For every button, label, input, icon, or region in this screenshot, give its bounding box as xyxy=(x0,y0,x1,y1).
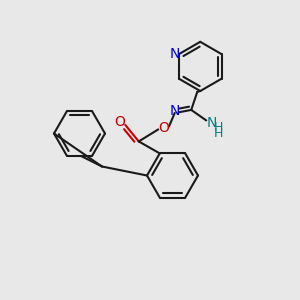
Text: H: H xyxy=(214,128,223,140)
Text: O: O xyxy=(114,115,125,129)
Text: N: N xyxy=(169,47,180,61)
Text: N: N xyxy=(207,116,217,130)
Text: O: O xyxy=(158,121,169,135)
Text: N: N xyxy=(169,104,180,118)
Text: H: H xyxy=(214,122,223,134)
